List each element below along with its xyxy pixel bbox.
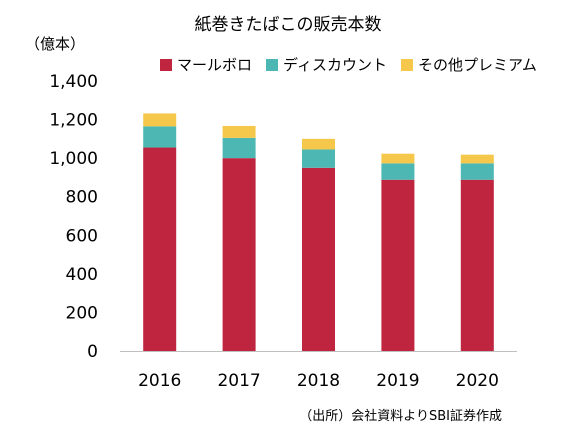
bar-segment <box>143 147 177 351</box>
legend-label-marlboro: マールボロ <box>177 56 253 74</box>
y-tick-label: 200 <box>66 303 98 323</box>
legend-swatch-other-premium <box>400 58 413 71</box>
bar-segment <box>460 154 494 164</box>
bar-segment <box>460 179 494 351</box>
y-axis-unit-label: （億本） <box>25 35 86 53</box>
legend-item-other-premium: その他プレミアム <box>400 54 537 75</box>
legend-item-discount: ディスカウント <box>266 54 387 75</box>
bar-segment <box>222 158 256 351</box>
bar-segment <box>302 167 335 351</box>
bar-segment <box>302 149 335 168</box>
y-tick-label: 1,200 <box>49 111 98 131</box>
bar-segment <box>222 125 256 138</box>
x-tick-label: 2016 <box>138 371 181 391</box>
bar-segment <box>143 126 177 148</box>
y-tick-label: 800 <box>66 188 98 208</box>
x-tick-label: 2017 <box>217 371 260 391</box>
source-note: （出所）会社資料よりSBI証券作成 <box>299 409 502 424</box>
x-tick-label: 2019 <box>376 371 419 391</box>
chart-title: 紙巻きたばこの販売本数 <box>194 15 382 35</box>
bar-segment <box>381 179 415 351</box>
bar-segment <box>381 163 415 180</box>
y-tick-label: 0 <box>87 342 98 362</box>
bar-segment <box>143 113 177 127</box>
y-tick-label: 1,000 <box>49 149 98 169</box>
bar-segment <box>381 153 415 164</box>
y-tick-label: 400 <box>66 265 98 285</box>
legend-label-other-premium: その他プレミアム <box>417 56 537 74</box>
legend-label-discount: ディスカウント <box>283 56 387 74</box>
legend-swatch-marlboro <box>160 58 172 71</box>
y-tick-label: 600 <box>66 226 98 246</box>
x-tick-label: 2020 <box>456 371 499 391</box>
bar-segment <box>302 138 335 150</box>
legend-swatch-discount <box>266 58 279 71</box>
x-tick-label: 2018 <box>297 371 340 391</box>
legend-item-marlboro: マールボロ <box>160 54 252 75</box>
bar-segment <box>222 137 256 159</box>
bar-segment <box>460 163 494 180</box>
legend: マールボロ ディスカウント その他プレミアム <box>160 54 537 75</box>
y-tick-label: 1,400 <box>49 72 98 92</box>
